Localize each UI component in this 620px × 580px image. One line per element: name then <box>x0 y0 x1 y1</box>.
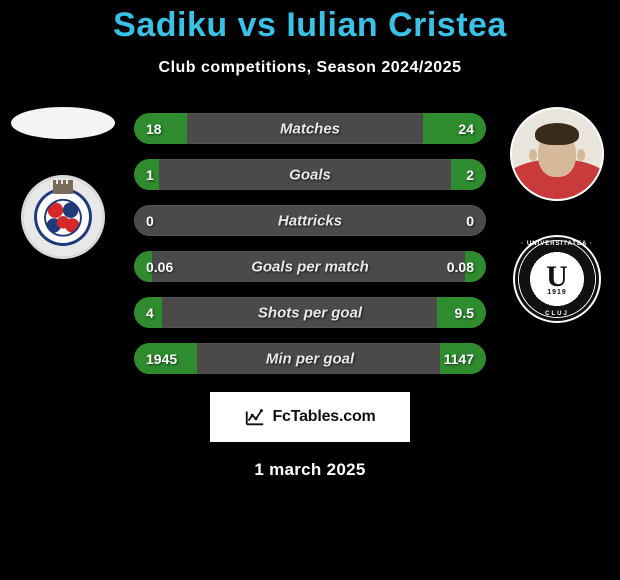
stat-value-left: 1945 <box>146 351 177 367</box>
brand-text: FcTables.com <box>272 408 375 426</box>
stat-row: 1 2 Goals <box>134 159 486 190</box>
stat-value-right: 24 <box>458 121 474 137</box>
page-title: Sadiku vs Iulian Cristea <box>0 6 620 45</box>
stat-row: 4 9.5 Shots per goal <box>134 297 486 328</box>
stat-value-left: 4 <box>146 305 154 321</box>
stat-label: Shots per goal <box>258 304 362 321</box>
stat-row: 18 24 Matches <box>134 113 486 144</box>
stat-value-right: 1147 <box>444 351 474 367</box>
stat-fill-right <box>423 113 486 144</box>
stat-label: Goals <box>289 166 331 183</box>
stat-value-left: 18 <box>146 121 162 137</box>
brand-box[interactable]: FcTables.com <box>210 392 410 442</box>
stat-value-right: 2 <box>466 167 474 183</box>
player-left-placeholder <box>11 107 115 139</box>
stat-value-left: 0 <box>146 213 154 229</box>
stat-value-right: 0 <box>466 213 474 229</box>
date-text: 1 march 2025 <box>0 460 620 480</box>
infographic-root: Sadiku vs Iulian Cristea Club competitio… <box>0 0 620 580</box>
stat-row: 0 0 Hattricks <box>134 205 486 236</box>
stat-label: Goals per match <box>251 258 369 275</box>
club-badge-left <box>21 175 105 259</box>
stat-value-right: 0.08 <box>447 259 474 275</box>
club-right-ring-text: · UNIVERSITATEA · <box>521 241 593 247</box>
stats-bars: 18 24 Matches 1 2 Goals 0 0 Hattricks 0.06 0.08 Goa… <box>134 113 486 374</box>
left-player-column <box>8 107 118 259</box>
club-badge-right: · UNIVERSITATEA · CLUJ U 1919 <box>515 237 599 321</box>
stat-label: Hattricks <box>278 212 342 229</box>
stat-row: 0.06 0.08 Goals per match <box>134 251 486 282</box>
brand-logo-icon <box>244 406 266 428</box>
club-right-letter: U <box>546 262 568 292</box>
stat-value-left: 1 <box>146 167 154 183</box>
club-right-year: 1919 <box>547 289 567 296</box>
stat-value-right: 9.5 <box>455 305 474 321</box>
player-right-photo <box>510 107 604 201</box>
subtitle: Club competitions, Season 2024/2025 <box>0 59 620 77</box>
club-right-ring-city: CLUJ <box>545 311 569 317</box>
content-area: · UNIVERSITATEA · CLUJ U 1919 1824Matche… <box>0 113 620 374</box>
stat-row: 1945 1147 Min per goal <box>134 343 486 374</box>
stat-label: Matches <box>280 120 340 137</box>
stat-value-left: 0.06 <box>146 259 173 275</box>
right-player-column: · UNIVERSITATEA · CLUJ U 1919 <box>502 107 612 321</box>
stat-label: Min per goal <box>266 350 354 367</box>
